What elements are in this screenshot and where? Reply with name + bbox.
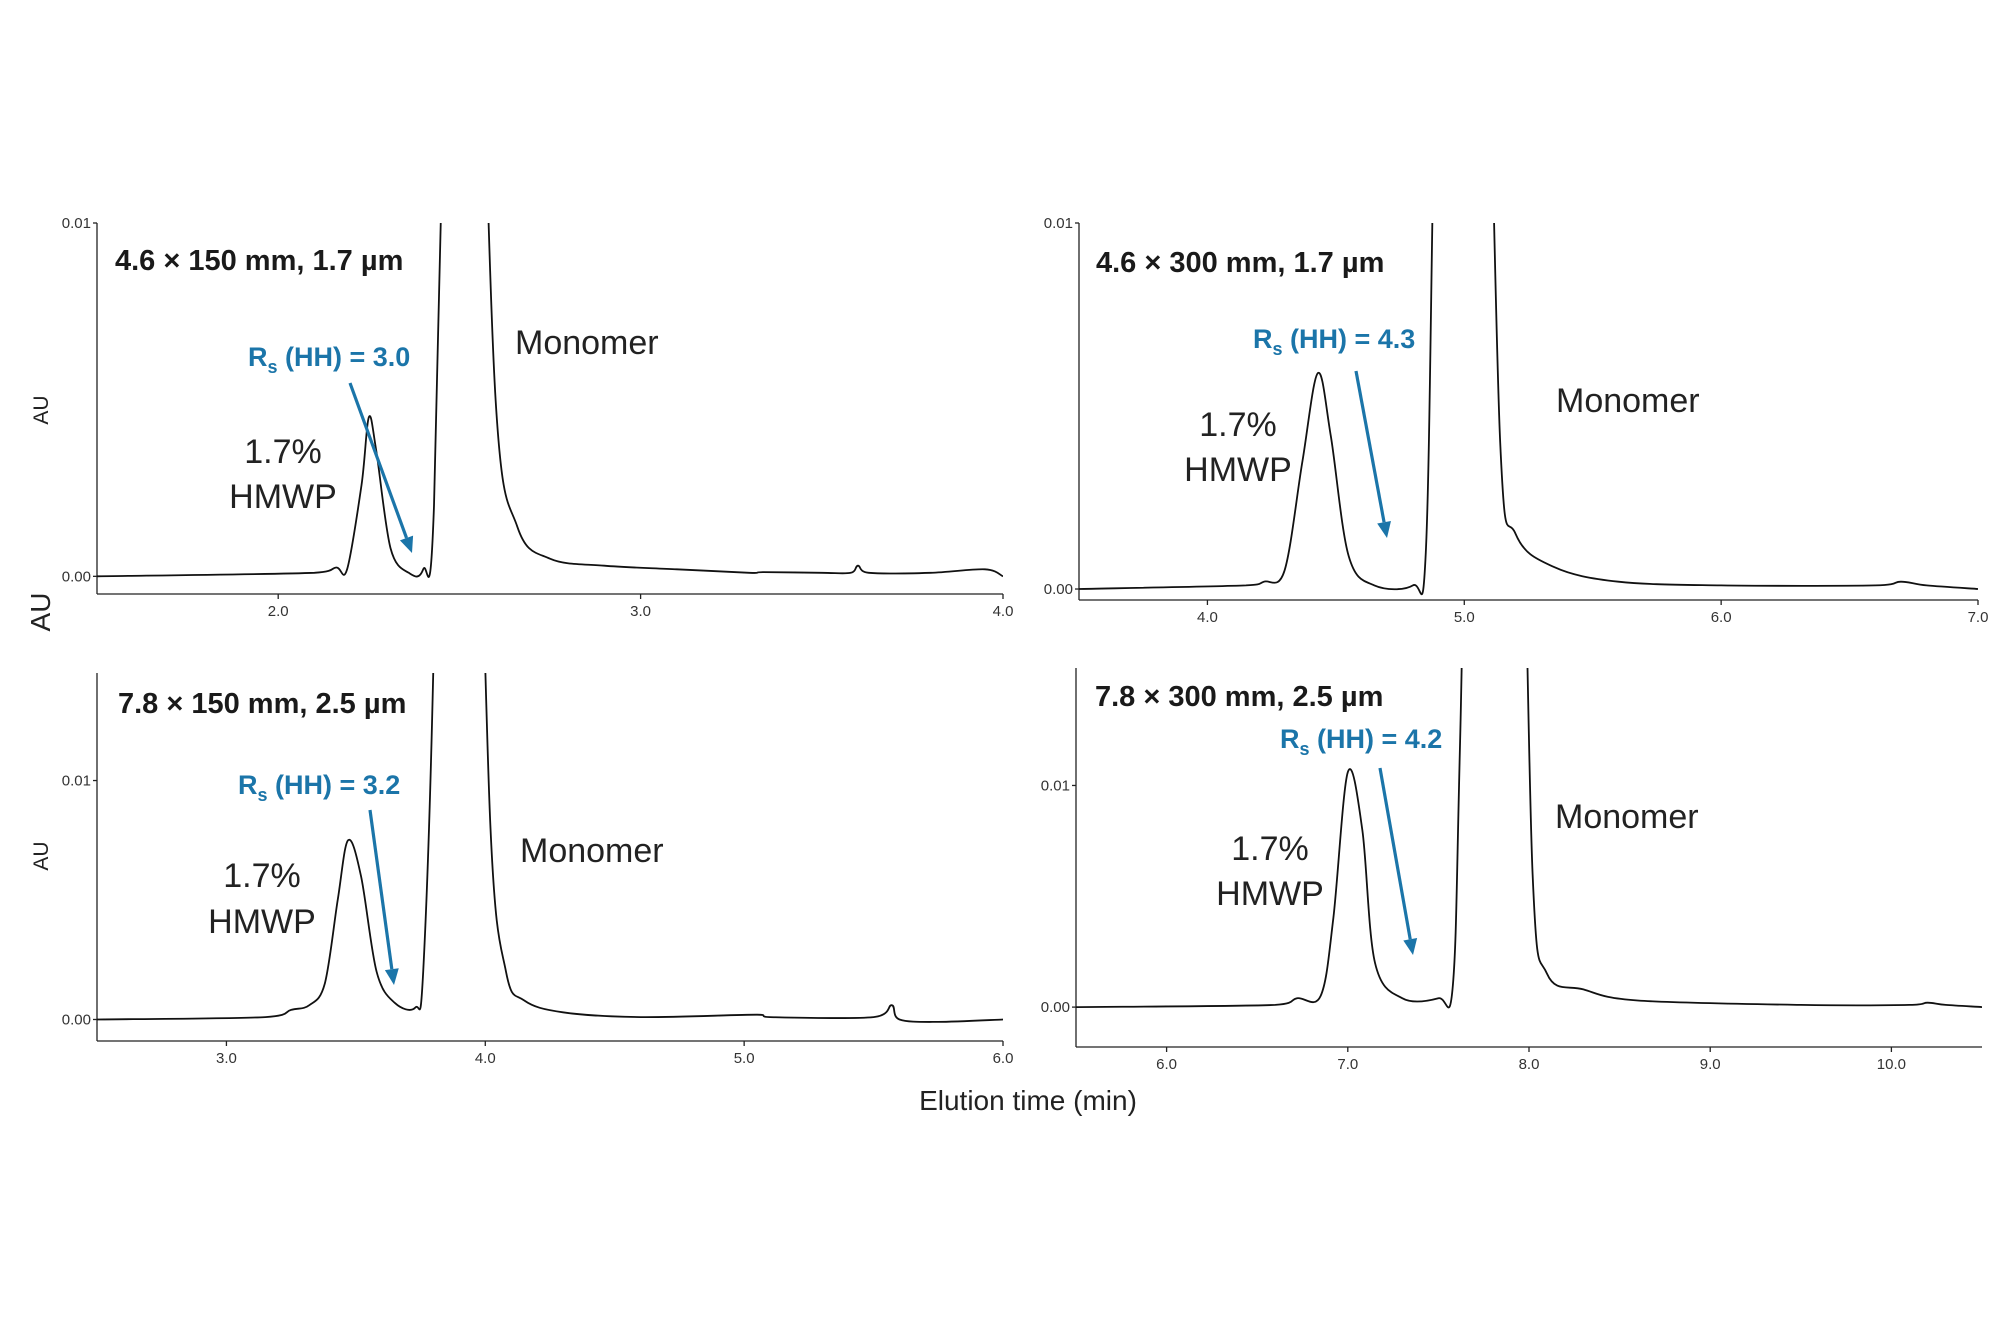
panel-title: 4.6 × 300 mm, 1.7 µm [1096,247,1384,279]
chromatogram-trace [1076,668,1982,1009]
monomer-label: Monomer [1556,382,1700,420]
hmwp-label: HMWP [1216,875,1324,913]
x-tick-label: 8.0 [1519,1056,1540,1073]
resolution-label: Rs (HH) = 4.3 [1253,324,1415,359]
y-tick-label: 0.00 [62,1011,91,1028]
x-tick-label: 3.0 [630,603,651,620]
resolution-label: Rs (HH) = 3.2 [238,770,400,805]
resolution-label: Rs (HH) = 4.2 [1280,724,1442,759]
x-tick-label: 2.0 [268,603,289,620]
resolution-arrow [1354,370,1386,523]
x-tick-label: 4.0 [1197,609,1218,626]
chromatogram-trace [1079,223,1978,595]
y-tick-label: 0.01 [1044,215,1073,232]
chart-panel-2: 4.0 5.0 6.0 7.0 0.00 0.01 4.6 × 300 mm, 1.7 µm… [1044,215,1989,626]
x-tick-label: 10.0 [1877,1056,1906,1073]
hmwp-label: HMWP [208,903,316,941]
panel-title: 4.6 × 150 mm, 1.7 µm [115,245,403,277]
hmwp-percent-label: 1.7% [1231,830,1309,868]
panel-title: 7.8 × 150 mm, 2.5 µm [118,688,406,720]
x-tick-label: 5.0 [734,1050,755,1067]
outer-y-axis-label: AU [25,593,56,632]
chromatogram-trace [97,673,1003,1023]
x-tick-label: 4.0 [993,603,1014,620]
x-tick-label: 3.0 [216,1050,237,1067]
shared-x-axis-label: Elution time (min) [919,1085,1137,1116]
monomer-label: Monomer [515,324,659,362]
x-tick-label: 6.0 [993,1050,1014,1067]
x-tick-label: 6.0 [1711,609,1732,626]
x-tick-label: 6.0 [1156,1056,1177,1073]
monomer-label: Monomer [1555,798,1699,836]
chart-panel-4: 6.0 7.0 8.0 9.0 10.0 0.00 0.01 7.8 × 300 mm, 2.… [1041,668,1982,1073]
chart-panel-3: 3.0 4.0 5.0 6.0 0.00 0.01 AU 7.8 × 150 mm, 2.5 … [30,673,1014,1067]
y-axis-label: AU [30,395,53,424]
resolution-label: Rs (HH) = 3.0 [248,342,410,377]
resolution-arrow [1378,767,1412,940]
y-axis-label: AU [30,841,53,870]
hmwp-label: HMWP [1184,451,1292,489]
panel-title: 7.8 × 300 mm, 2.5 µm [1095,681,1383,713]
x-tick-label: 4.0 [475,1050,496,1067]
resolution-arrow [348,382,409,539]
y-tick-label: 0.00 [1041,999,1070,1016]
y-tick-label: 0.00 [62,568,91,585]
x-tick-label: 9.0 [1700,1056,1721,1073]
monomer-label: Monomer [520,832,664,870]
arrow-head-icon [399,535,414,553]
y-tick-label: 0.01 [1041,777,1070,794]
x-tick-label: 7.0 [1337,1056,1358,1073]
arrow-head-icon [384,968,399,985]
x-tick-label: 5.0 [1454,609,1475,626]
arrow-head-icon [1403,938,1418,955]
resolution-arrow [368,809,394,970]
y-tick-label: 0.01 [62,773,91,790]
x-tick-label: 7.0 [1968,609,1989,626]
y-tick-label: 0.01 [62,215,91,232]
hmwp-percent-label: 1.7% [223,857,301,895]
chromatogram-trace [97,223,1003,578]
arrow-head-icon [1377,520,1391,538]
y-tick-label: 0.00 [1044,581,1073,598]
hmwp-percent-label: 1.7% [1199,406,1277,444]
chart-panel-1: 2.0 3.0 4.0 0.00 0.01 AU 4.6 × 150 mm, 1.7 µm R… [30,215,1014,620]
hmwp-label: HMWP [229,478,337,516]
hmwp-percent-label: 1.7% [244,433,322,471]
